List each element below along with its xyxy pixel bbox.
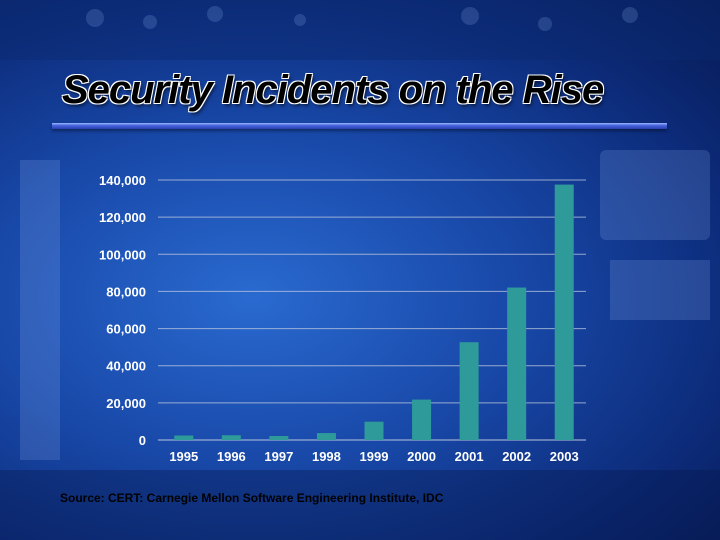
slide-title: Security Incidents on the Rise (62, 68, 604, 112)
y-axis-tick-labels: 0 20,000 40,000 60,000 80,000 100,000 120,000 1… (99, 173, 146, 448)
y-tick-label: 60,000 (106, 322, 146, 337)
bar-1998 (316, 433, 336, 440)
x-tick-label: 1997 (264, 449, 293, 464)
x-tick-label: 1998 (312, 449, 341, 464)
bar-2000 (412, 399, 432, 440)
x-tick-label: 2003 (550, 449, 579, 464)
y-tick-label: 80,000 (106, 284, 146, 299)
bar-1995 (174, 435, 194, 440)
x-tick-label: 2001 (455, 449, 484, 464)
bar-2002 (507, 287, 527, 440)
x-axis-category-labels: 1995 1996 1997 1998 1999 2000 2001 2002 2003 (169, 449, 578, 464)
bars (174, 184, 574, 440)
x-tick-label: 1995 (169, 449, 198, 464)
y-tick-label: 120,000 (99, 210, 146, 225)
y-tick-label: 100,000 (99, 247, 146, 262)
bar-2003 (554, 184, 574, 440)
x-tick-label: 2000 (407, 449, 436, 464)
title-underline (52, 123, 667, 129)
bar-2001 (459, 342, 479, 440)
y-tick-label: 140,000 (99, 173, 146, 188)
source-citation: Source: CERT: Carnegie Mellon Software E… (60, 491, 444, 505)
x-tick-label: 2002 (502, 449, 531, 464)
bar-1999 (364, 421, 384, 440)
bar-1996 (221, 435, 241, 440)
y-tick-label: 40,000 (106, 359, 146, 374)
y-tick-label: 0 (139, 433, 146, 448)
y-tick-label: 20,000 (106, 396, 146, 411)
bar-1997 (269, 436, 289, 440)
x-tick-label: 1999 (360, 449, 389, 464)
x-tick-label: 1996 (217, 449, 246, 464)
